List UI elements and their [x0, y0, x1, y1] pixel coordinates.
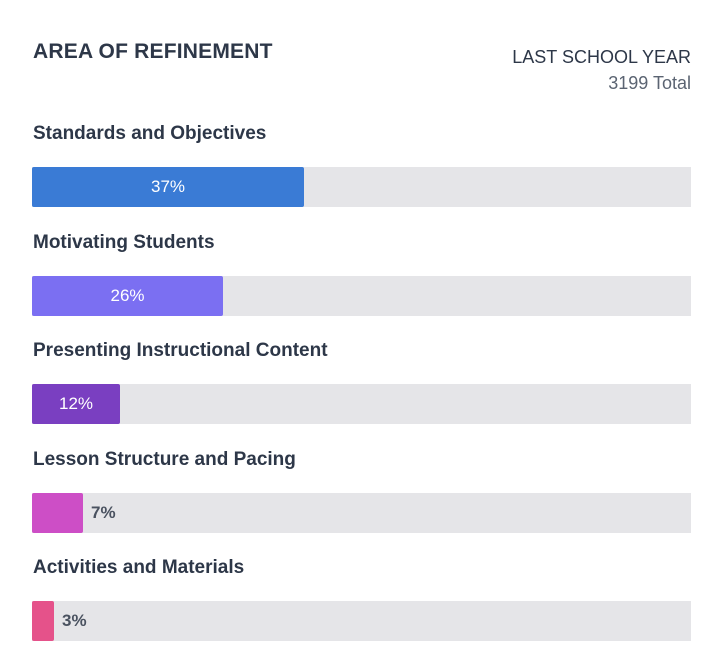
total-count: 3199 Total — [608, 73, 691, 93]
bar-fill — [32, 167, 304, 207]
bar-row: Activities and Materials 3% — [32, 557, 691, 666]
bar-value-label: 12% — [58, 394, 94, 413]
bar-label: Motivating Students — [33, 231, 215, 253]
bar-track: 37% — [32, 167, 691, 207]
bar-track: 7% — [32, 492, 691, 533]
bar-value-label: 37% — [150, 177, 186, 196]
bar-track: 12% — [32, 384, 691, 424]
bar-label: Activities and Materials — [33, 557, 245, 578]
period-info: LAST SCHOOL YEAR 3199 Total — [512, 44, 691, 96]
bar-fill — [32, 492, 83, 533]
bar-row: Lesson Structure and Pacing 7% — [32, 449, 691, 558]
panel-title: AREA OF REFINEMENT — [33, 40, 273, 63]
period-label: LAST SCHOOL YEAR — [512, 47, 691, 67]
bar-fill — [32, 384, 120, 424]
bar-row: Presenting Instructional Content 12% — [32, 340, 691, 449]
bar-value-label: 7% — [91, 502, 116, 522]
bar-chart: Standards and Objectives 37% Motivating St… — [32, 123, 691, 666]
refinement-panel: AREA OF REFINEMENT LAST SCHOOL YEAR 3199… — [32, 40, 691, 641]
bar-track: 26% — [32, 275, 691, 316]
bar-label: Lesson Structure and Pacing — [33, 448, 296, 470]
bar-label: Presenting Instructional Content — [33, 340, 328, 361]
bar-row: Standards and Objectives 37% — [32, 123, 691, 232]
bar-fill — [32, 275, 223, 316]
bar-value-label: 3% — [62, 611, 87, 630]
bar-label: Standards and Objectives — [33, 123, 267, 144]
bar-row: Motivating Students 26% — [32, 232, 691, 341]
bar-track: 3% — [32, 601, 691, 641]
bar-fill — [32, 601, 54, 641]
bar-value-label: 26% — [110, 285, 145, 305]
